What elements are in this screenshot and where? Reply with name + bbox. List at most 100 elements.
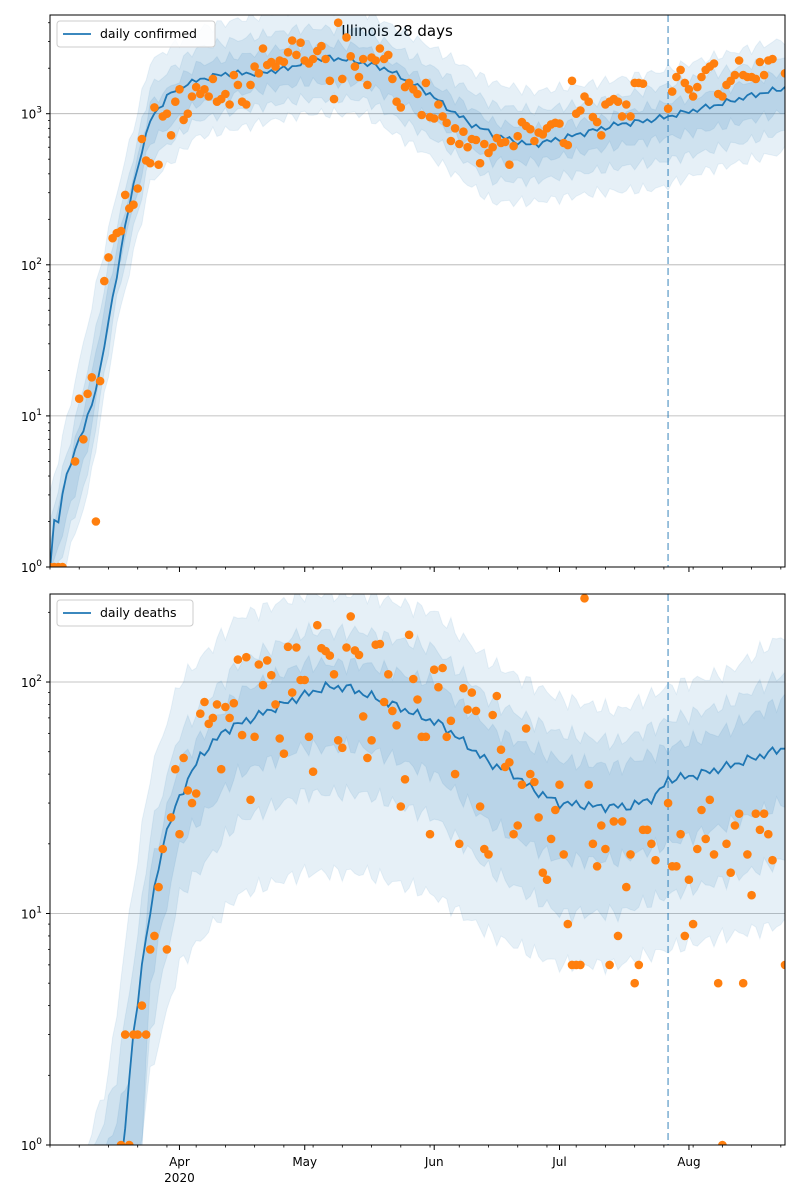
observed-point [329, 94, 339, 104]
observed-point [321, 54, 330, 64]
chart-title: Illinois 28 days [341, 22, 453, 40]
y-tick-label: 103 [21, 106, 42, 122]
observed-point [287, 688, 297, 697]
band-outer [87, 594, 785, 1145]
y-tick-label: 101 [21, 408, 42, 424]
observed-point [338, 74, 347, 84]
x-year-label: 2020 [164, 1171, 195, 1185]
observed-point [693, 82, 702, 92]
observed-point [551, 805, 560, 815]
observed-point [597, 821, 606, 830]
observed-point [626, 850, 635, 859]
observed-point [95, 376, 105, 386]
observed-point [755, 825, 765, 835]
observed-point [313, 620, 322, 630]
observed-point [221, 89, 230, 99]
observed-point [162, 945, 172, 954]
observed-point [697, 805, 706, 815]
y-tick-label: 101 [21, 906, 42, 922]
plot-area [50, 15, 785, 567]
observed-point [145, 158, 155, 168]
observed-point [530, 136, 539, 146]
observed-point [308, 54, 318, 64]
observed-point [634, 960, 644, 970]
observed-point [83, 389, 92, 399]
observed-point [258, 44, 268, 53]
observed-point [396, 103, 406, 112]
observed-point [563, 140, 573, 150]
observed-point [534, 813, 543, 822]
observed-point [751, 809, 761, 818]
observed-point [183, 109, 193, 118]
observed-point [208, 74, 218, 84]
y-tick-label: 100 [21, 559, 42, 575]
observed-point [680, 78, 690, 88]
observed-point [496, 745, 506, 754]
observed-point [471, 135, 481, 145]
observed-point [676, 65, 685, 75]
observed-point [688, 92, 698, 101]
observed-point [768, 855, 777, 865]
observed-point [116, 226, 126, 236]
observed-point [576, 960, 585, 970]
observed-point [425, 829, 435, 839]
observed-point [738, 978, 748, 988]
band-outer [50, 15, 785, 567]
observed-point [730, 70, 740, 80]
observed-point [630, 978, 639, 988]
observed-point [104, 253, 113, 262]
observed-point [58, 562, 67, 567]
legend-label: daily deaths [100, 605, 177, 620]
observed-point [488, 710, 498, 720]
observed-point [358, 54, 368, 64]
observed-point [730, 821, 740, 830]
observed-point [242, 652, 251, 662]
observed-point [308, 767, 318, 776]
observed-point [166, 813, 176, 822]
observed-point [133, 184, 142, 193]
observed-point [233, 80, 243, 90]
observed-point [421, 732, 431, 742]
observed-point [137, 1001, 147, 1010]
observed-point [580, 594, 589, 603]
observed-point [597, 131, 606, 140]
legend: daily deaths [56, 599, 194, 627]
observed-point [722, 839, 731, 849]
observed-point [450, 769, 460, 779]
observed-point [429, 665, 439, 674]
observed-point [567, 76, 577, 86]
median-line [50, 54, 785, 567]
observed-point [179, 115, 188, 125]
observed-point [563, 919, 573, 929]
observed-point [488, 142, 498, 152]
observed-point [480, 139, 489, 149]
observed-point [688, 919, 698, 929]
x-tick-label: Jun [424, 1155, 444, 1169]
observed-point [208, 713, 218, 723]
observed-point [350, 62, 360, 71]
observed-point [592, 117, 602, 127]
observed-point [375, 639, 385, 649]
observed-point [709, 850, 719, 859]
observed-point [726, 868, 735, 877]
observed-point [463, 705, 472, 714]
observed-point [279, 749, 289, 758]
observed-point [262, 656, 272, 665]
y-tick-label: 102 [21, 257, 42, 273]
observed-point [150, 931, 159, 941]
observed-point [613, 931, 623, 941]
observed-point [363, 753, 372, 763]
observed-point [221, 702, 230, 712]
observed-point [680, 931, 690, 941]
observed-point [780, 69, 785, 78]
observed-point [701, 834, 710, 844]
observed-point [225, 100, 234, 109]
observed-point [459, 127, 468, 136]
observed-point [200, 697, 209, 707]
observed-point [137, 134, 147, 144]
observed-point [559, 850, 568, 859]
observed-point [91, 517, 101, 526]
axes-frame [49, 593, 786, 1146]
observed-point [463, 142, 472, 152]
observed-point [371, 56, 381, 65]
